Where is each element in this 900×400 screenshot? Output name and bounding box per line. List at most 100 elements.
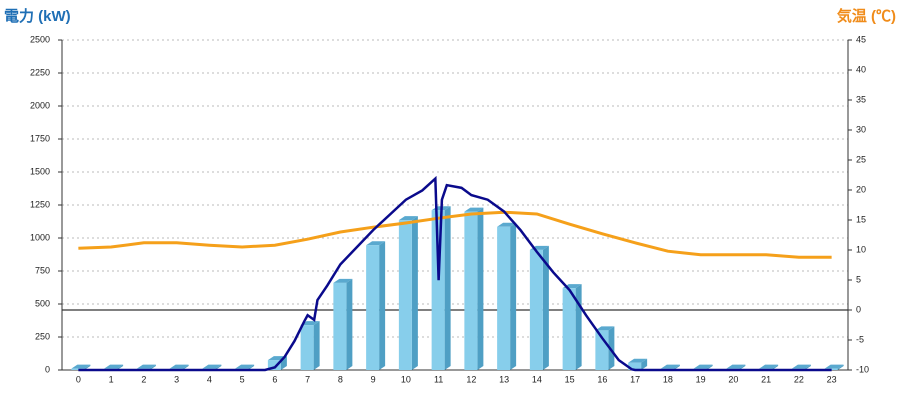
x-tick-label: 9 <box>371 374 376 384</box>
x-tick-label: 8 <box>338 374 343 384</box>
x-tick-label: 21 <box>761 374 771 384</box>
bar-side <box>477 207 484 370</box>
y-tick-label: 1000 <box>30 232 50 242</box>
bar-top <box>104 364 124 369</box>
x-tick-label: 20 <box>728 374 738 384</box>
y-tick-label: 250 <box>35 331 50 341</box>
bar-side <box>117 364 124 370</box>
bar-top <box>366 241 386 246</box>
bar-top <box>300 321 320 326</box>
bar-top <box>333 278 353 283</box>
y2-tick-label: -5 <box>856 334 864 344</box>
x-tick-label: 11 <box>434 374 443 384</box>
bar-top <box>726 364 746 369</box>
x-tick-label: 0 <box>76 374 81 384</box>
y2-tick-label: 35 <box>856 94 866 104</box>
bar-side <box>379 241 386 370</box>
bar-side <box>248 364 255 370</box>
bar-side <box>837 364 844 370</box>
x-tick-label: 13 <box>499 374 509 384</box>
temperature-line <box>78 210 832 259</box>
bar-top <box>759 364 779 369</box>
x-tick-label: 18 <box>663 374 673 384</box>
y-tick-label: 750 <box>35 265 50 275</box>
y2-tick-label: -10 <box>856 364 869 374</box>
bar <box>366 245 380 370</box>
bar-side <box>215 364 222 370</box>
bar <box>628 362 642 370</box>
x-tick-label: 23 <box>827 374 837 384</box>
bar <box>497 226 511 370</box>
x-tick-label: 22 <box>794 374 804 384</box>
bar-side <box>313 321 320 370</box>
power-line <box>78 175 832 372</box>
y2-tick-label: 30 <box>856 124 866 134</box>
y2-tick-label: 0 <box>856 304 861 314</box>
bar-side <box>149 364 156 370</box>
bar-top <box>169 364 189 369</box>
x-tick-label: 5 <box>240 374 245 384</box>
y-axis-title: 電力 (kW) <box>4 7 71 25</box>
bar-top <box>693 364 713 369</box>
bar-side <box>608 326 615 370</box>
x-tick-label: 10 <box>401 374 411 384</box>
bar-top <box>464 207 484 212</box>
x-tick-label: 2 <box>141 374 146 384</box>
bar-top <box>497 222 517 227</box>
bar <box>333 282 347 370</box>
y2-tick-label: 5 <box>856 274 861 284</box>
bar-top <box>628 358 648 363</box>
x-tick-label: 6 <box>272 374 277 384</box>
bar-side <box>673 364 680 370</box>
y2-axis-title: 気温 (℃) <box>837 7 896 25</box>
y2-tick-label: 20 <box>856 184 866 194</box>
bar-top <box>660 364 680 369</box>
y-tick-label: 1500 <box>30 166 50 176</box>
bar-top <box>824 364 844 369</box>
bar-top <box>71 364 91 369</box>
bar <box>267 360 281 370</box>
y-tick-label: 2250 <box>30 67 50 77</box>
bar-side <box>772 364 779 370</box>
x-tick-label: 15 <box>565 374 575 384</box>
bar-side <box>804 364 811 370</box>
x-tick-label: 7 <box>305 374 310 384</box>
bar-side <box>575 284 582 370</box>
bar-side <box>739 364 746 370</box>
bar-top <box>398 216 418 221</box>
y2-tick-label: 25 <box>856 154 866 164</box>
x-tick-label: 14 <box>532 374 542 384</box>
bar-top <box>202 364 222 369</box>
y2-tick-label: 40 <box>856 64 866 74</box>
x-tick-label: 3 <box>174 374 179 384</box>
y-tick-label: 2000 <box>30 100 50 110</box>
bar-side <box>84 364 91 370</box>
bar-side <box>542 245 549 370</box>
y2-tick-label: 10 <box>856 244 866 254</box>
bar <box>300 325 314 370</box>
bar <box>562 288 576 370</box>
y-tick-label: 1250 <box>30 199 50 209</box>
x-tick-label: 4 <box>207 374 212 384</box>
bar <box>529 249 543 370</box>
bar <box>398 220 412 370</box>
x-tick-label: 1 <box>109 374 114 384</box>
bar-side <box>346 278 353 370</box>
bar-top <box>791 364 811 369</box>
y-tick-label: 2500 <box>30 34 50 44</box>
x-tick-label: 19 <box>696 374 706 384</box>
y2-tick-label: 45 <box>856 34 866 44</box>
bar-side <box>444 206 451 370</box>
y2-tick-label: 15 <box>856 214 866 224</box>
bar-side <box>182 364 189 370</box>
y-tick-label: 0 <box>45 364 50 374</box>
bar <box>71 368 85 370</box>
bar-top <box>235 364 255 369</box>
bar-side <box>411 216 418 370</box>
bar <box>464 211 478 370</box>
bar-side <box>510 222 517 370</box>
x-tick-label: 16 <box>597 374 607 384</box>
x-tick-label: 12 <box>466 374 476 384</box>
bar-top <box>136 364 156 369</box>
